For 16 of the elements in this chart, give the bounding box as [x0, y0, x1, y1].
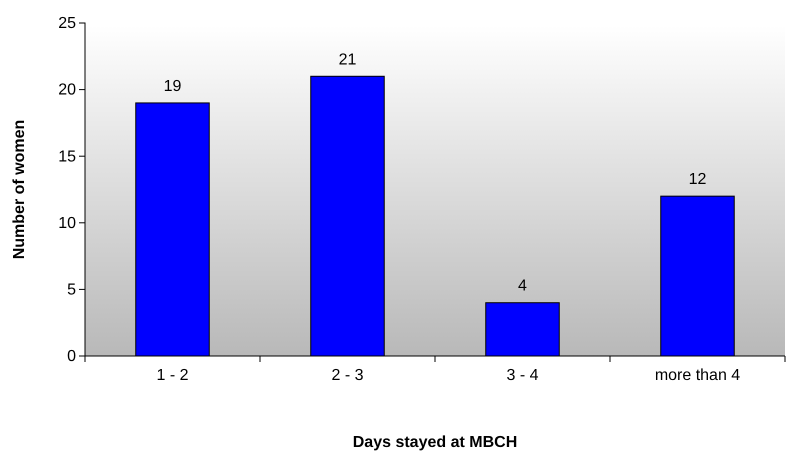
x-tick-label: more than 4 [654, 366, 740, 384]
y-tick-label: 5 [67, 282, 76, 299]
data-label: 12 [688, 171, 706, 188]
y-tick-label: 20 [58, 82, 76, 99]
y-tick-label: 0 [67, 348, 76, 366]
y-tick-label: 10 [58, 214, 76, 232]
y-tick-label: 15 [58, 148, 76, 166]
x-tick-label: 3 - 4 [506, 366, 539, 384]
x-axis-title: Days stayed at MBCH [352, 434, 518, 451]
data-label: 4 [518, 278, 528, 295]
x-tick-label: 1 - 2 [156, 366, 189, 384]
y-tick-label: 25 [58, 15, 76, 32]
x-tick-label: 2 - 3 [331, 366, 364, 384]
data-label: 21 [338, 51, 356, 68]
data-label: 19 [164, 78, 182, 95]
y-axis-title: Number of women [11, 120, 28, 260]
